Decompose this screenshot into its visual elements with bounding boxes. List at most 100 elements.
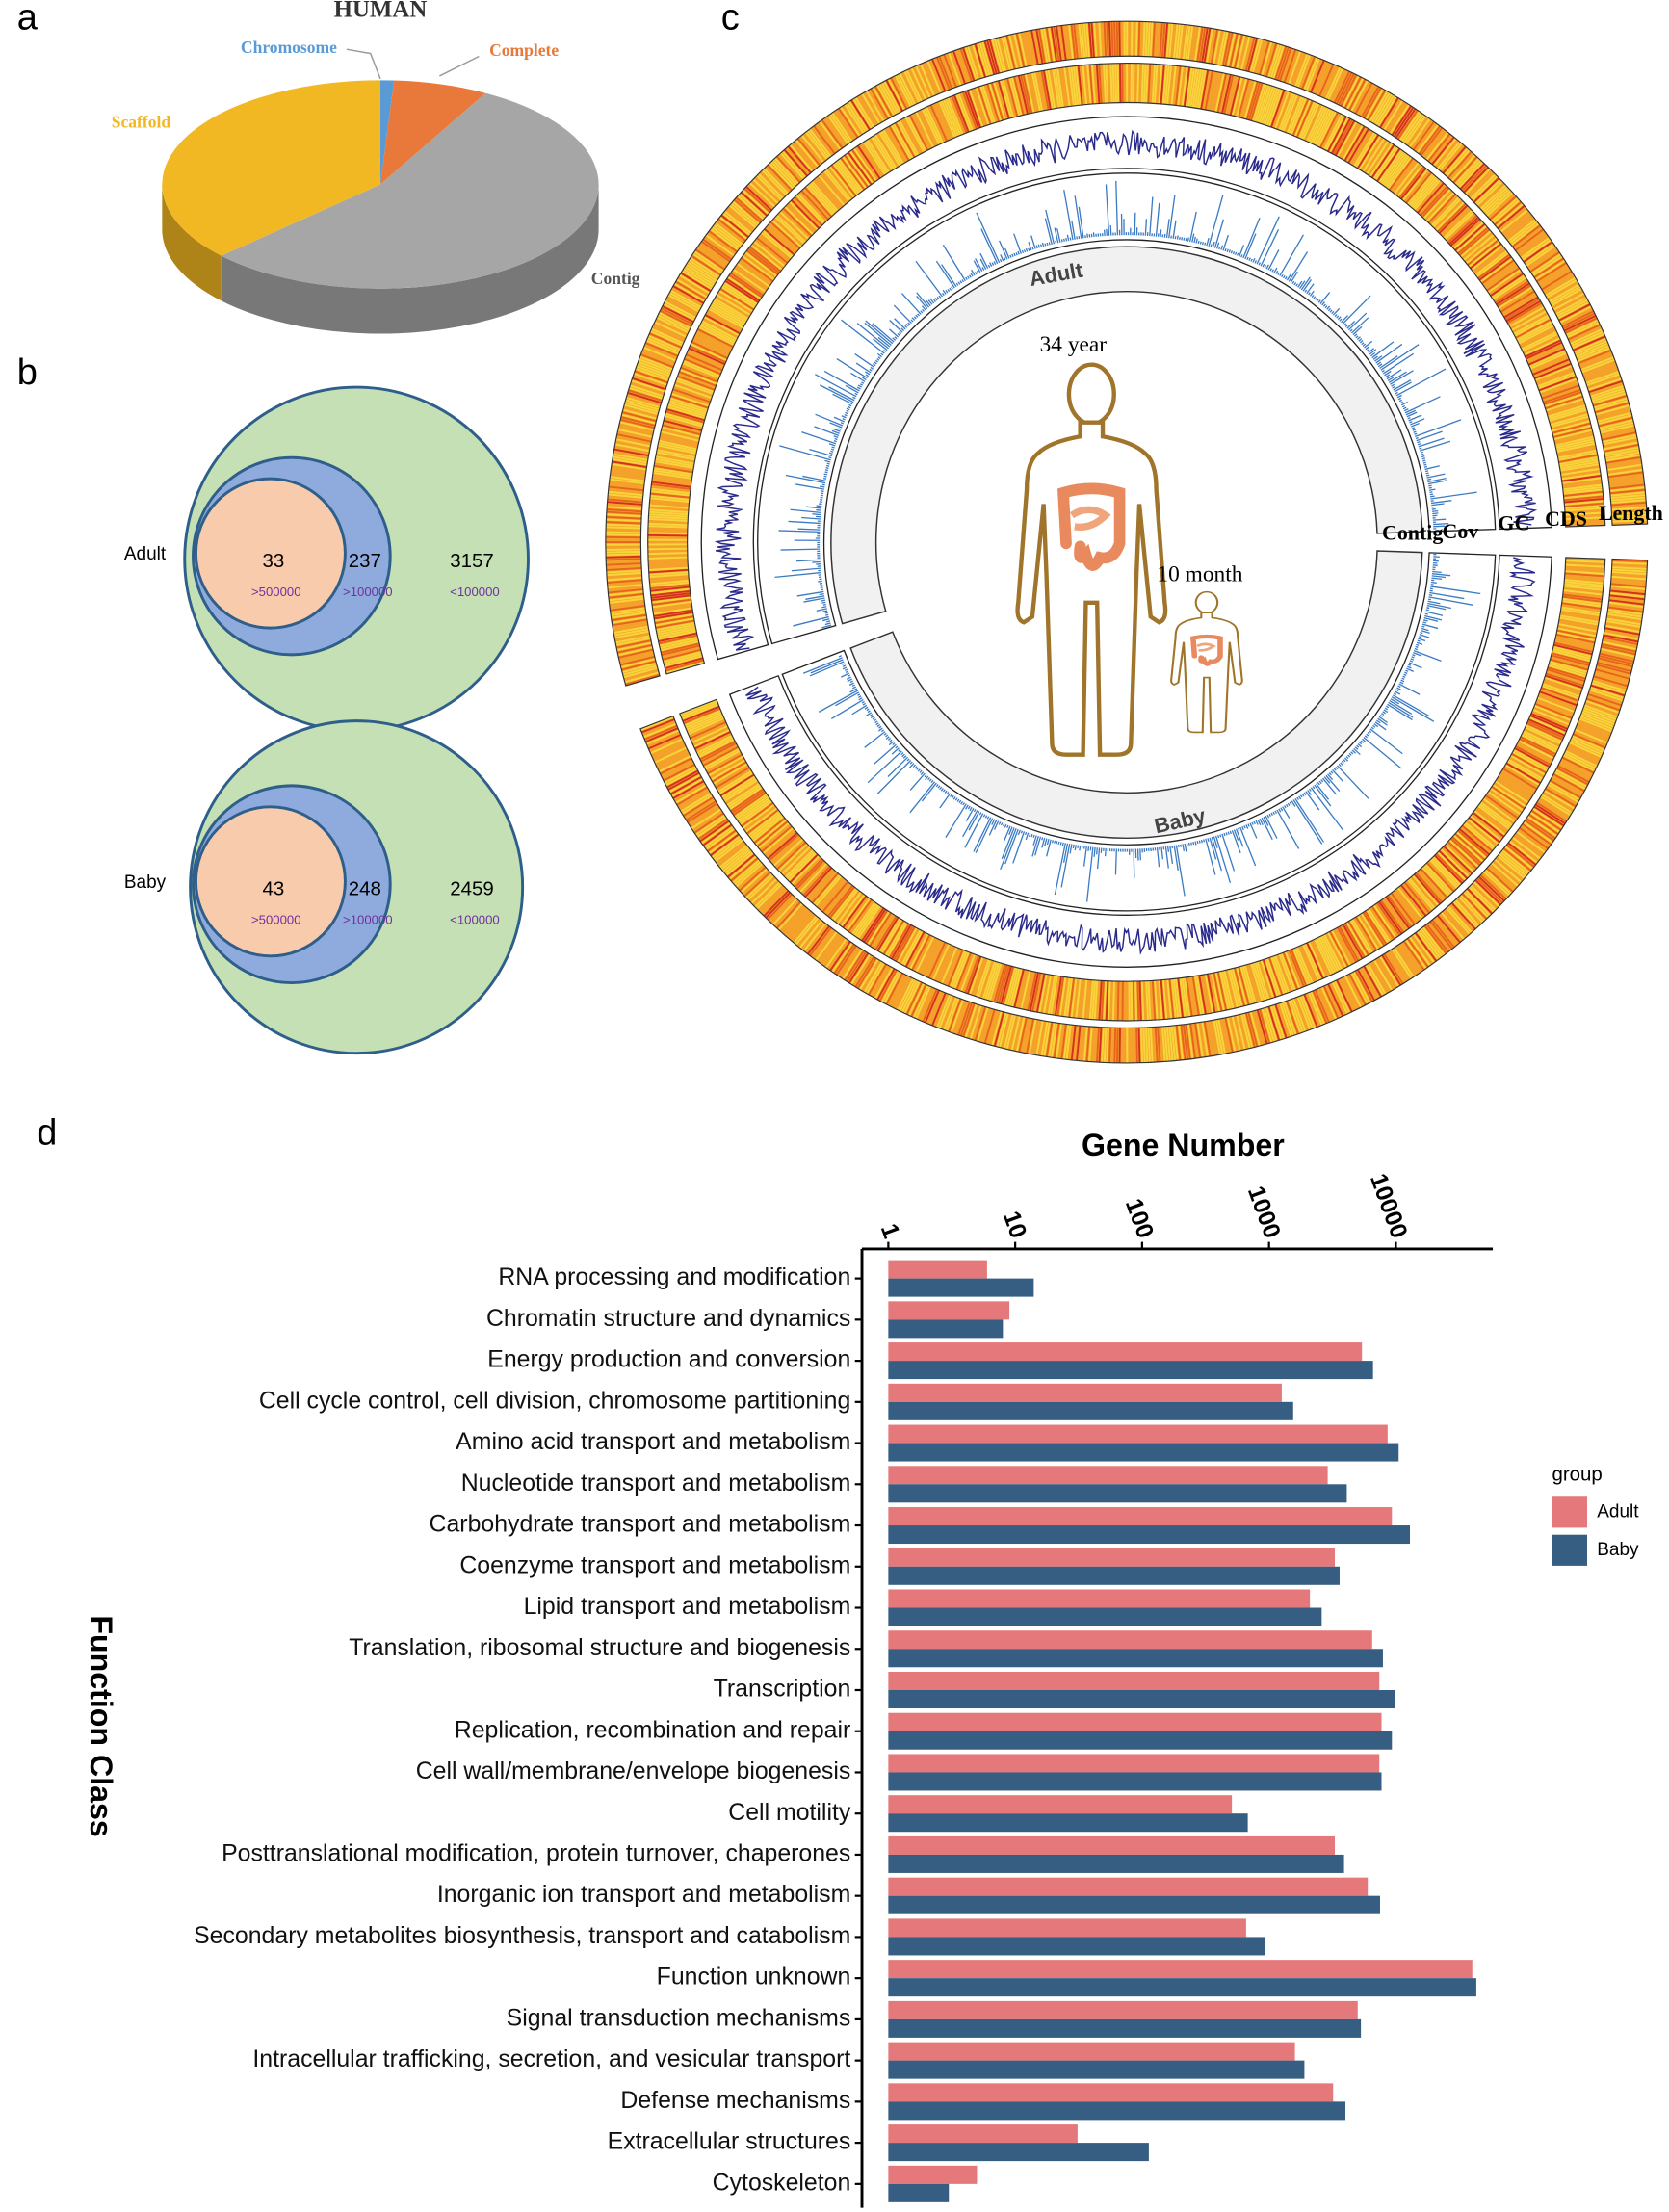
cov-spike [1291,800,1296,807]
heatmap-cell [638,358,672,373]
y-tick-label: Transcription [714,1677,851,1703]
heatmap-cell [1272,1004,1286,1039]
cov-spike [1093,846,1096,857]
cov-spike [1300,276,1311,291]
heatmap-cell [824,938,848,969]
heatmap-cell [785,146,810,175]
cov-spike [1023,249,1027,253]
heatmap-cell [670,393,710,407]
cov-spike [1426,478,1432,481]
heatmap-cell [650,589,691,597]
cov-spike [1285,803,1289,808]
cov-spike [796,590,824,597]
cov-spike [1320,779,1324,783]
heatmap-cell [613,445,650,455]
heatmap-cell [1053,26,1060,62]
heatmap-cell [605,550,641,554]
heatmap-cell [1559,458,1599,468]
heatmap-cell [1377,95,1397,127]
heatmap-cell [1291,948,1310,986]
heatmap-cell [1304,943,1322,980]
heatmap-cell [1435,852,1465,883]
heatmap-cell [704,749,741,770]
cov-spike [1406,411,1418,418]
cov-spike [816,505,822,507]
heatmap-cell [1463,234,1495,261]
heatmap-cell [753,817,786,844]
heatmap-cell [910,983,927,1017]
cov-spike [1343,757,1349,762]
heatmap-cell [1109,64,1113,104]
heatmap-cell [658,439,698,451]
heatmap-cell [1547,666,1586,680]
heatmap-cell [1595,404,1630,416]
heatmap-cell [876,917,900,951]
heatmap-cell [1452,900,1478,928]
heatmap-cell [1151,64,1157,104]
cov-spike [1351,749,1357,754]
cov-spike [1244,233,1257,260]
heatmap-cell [1545,395,1583,410]
heatmap-cell [1511,752,1547,774]
heatmap-cell [1234,967,1245,1007]
heatmap-cell [1262,87,1277,125]
heatmap-cell [649,506,689,511]
heatmap-cell [1004,78,1017,117]
heatmap-cell [962,1002,976,1037]
heatmap-cell [1424,190,1453,221]
heatmap-cell [1436,914,1461,944]
heatmap-cell [652,600,692,609]
cov-spike [1407,417,1411,420]
heatmap-cell [1385,155,1411,189]
heatmap-cell [894,976,912,1010]
heatmap-cell [663,419,702,431]
heatmap-cell [713,837,743,861]
heatmap-cell [751,242,785,269]
heatmap-cell [1060,67,1069,108]
heatmap-cell [658,312,691,329]
cov-spike [1433,522,1449,526]
heatmap-cell [1505,217,1535,241]
heatmap-cell [1292,998,1307,1032]
heatmap-cell [1202,974,1212,1014]
x-tick-label: 100 [1120,1195,1159,1241]
heatmap-cell [1559,614,1600,624]
cov-spike [1427,598,1432,601]
heatmap-cell [769,221,801,249]
heatmap-cell [737,864,765,890]
heatmap-cell [1554,297,1588,316]
heatmap-cell [1140,980,1145,1021]
heatmap-cell [1236,34,1246,69]
heatmap-cell [1577,347,1611,362]
heatmap-cell [725,851,754,876]
cov-spike [1422,461,1426,464]
heatmap-cell [1258,960,1272,1000]
cov-spike [883,732,887,736]
heatmap-cell [1474,249,1508,276]
heatmap-cell [957,952,974,991]
heatmap-cell [1499,851,1529,875]
heatmap-cell [644,727,679,743]
heatmap-cell [1227,76,1239,116]
heatmap-cell [1556,767,1589,786]
cov-spike [894,336,898,340]
heatmap-cell [1444,147,1469,176]
heatmap-cell [1437,203,1467,233]
bar [888,1260,987,1279]
heatmap-cell [1265,1006,1278,1042]
heatmap-cell [1366,909,1390,944]
heatmap-cell [1420,185,1448,217]
heatmap-cell [1526,724,1563,743]
heatmap-cell [685,800,717,821]
cov-spike [1318,780,1322,785]
y-tick-label: Cytoskeleton [713,2170,851,2196]
cov-spike [887,738,892,741]
heatmap-cell [693,250,724,273]
heatmap-cell [754,176,781,203]
heatmap-cell [1140,64,1145,104]
heatmap-cell [1278,953,1294,992]
heatmap-cell [668,292,701,311]
heatmap-cell [1231,77,1243,117]
heatmap-cell [796,918,821,948]
heatmap-cell [1372,959,1394,991]
